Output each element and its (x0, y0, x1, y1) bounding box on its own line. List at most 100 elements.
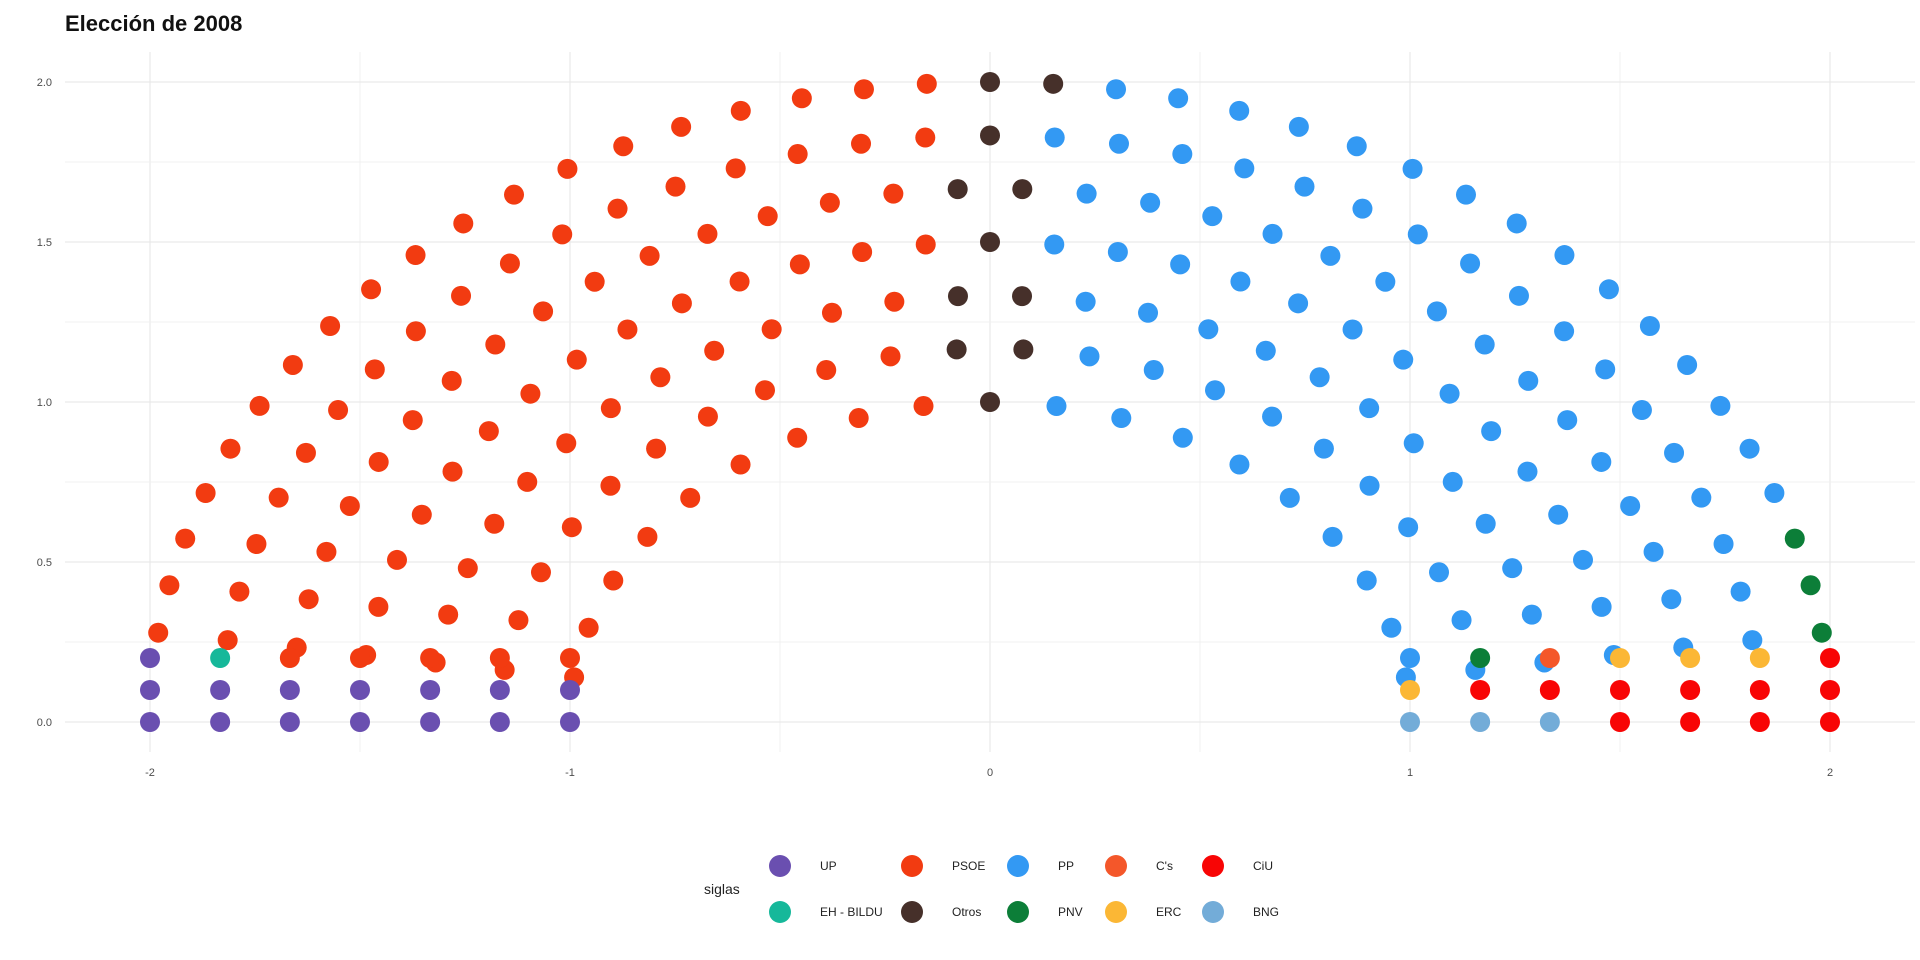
seat-dot (1677, 354, 1698, 375)
seat-dot (298, 589, 319, 610)
seat-dot (489, 712, 510, 732)
seat-dot (1764, 483, 1785, 504)
seat-dot (725, 158, 746, 179)
seat-dot (560, 712, 580, 732)
seat-dot (1407, 224, 1428, 245)
seat-dot (1288, 293, 1309, 314)
seat-dot (754, 380, 775, 401)
x-tick-label: 1 (1407, 767, 1413, 779)
seat-dot (1381, 617, 1402, 638)
seat-dot (1470, 712, 1491, 732)
seat-dot (704, 340, 725, 361)
seat-dot (1012, 286, 1033, 307)
seat-dot (556, 433, 577, 454)
seat-dot (1820, 712, 1840, 732)
seat-dot (1262, 223, 1283, 244)
seat-dot (730, 454, 751, 475)
seat-dot (1229, 100, 1250, 121)
seat-dot (1143, 360, 1164, 381)
seat-dot (368, 451, 389, 472)
seat-dot (1784, 528, 1805, 549)
seat-dot (1111, 408, 1132, 429)
seat-dot (1322, 526, 1343, 547)
x-tick-label: -1 (565, 767, 575, 779)
seat-dot (561, 517, 582, 538)
seat-dot (1631, 400, 1652, 421)
seat-dot (246, 533, 267, 554)
seat-dot (489, 680, 510, 700)
seat-dot (584, 271, 605, 292)
seat-dot (282, 354, 303, 375)
seat-dot (1400, 680, 1420, 700)
seat-dot (1554, 321, 1575, 342)
seat-dot (1352, 198, 1373, 219)
seat-dot (405, 245, 426, 266)
seat-dot (1398, 517, 1419, 538)
seat-dot (1075, 291, 1096, 312)
seat-dot (210, 680, 231, 700)
seat-dot (339, 495, 360, 516)
seat-dot (729, 271, 750, 292)
seat-dot (1820, 680, 1840, 700)
seat-dot (249, 395, 270, 416)
seat-dot (159, 575, 180, 596)
seat-dot (1557, 410, 1578, 431)
seat-dot (411, 504, 432, 525)
legend-key (1105, 855, 1127, 877)
seat-dot (1521, 604, 1542, 625)
seat-dot (789, 254, 810, 275)
seat-dot (1661, 589, 1682, 610)
seat-dot (980, 125, 1000, 146)
seat-dot (1643, 541, 1664, 562)
seat-dot (530, 562, 551, 583)
seat-dot (552, 224, 573, 245)
legend-key (1007, 901, 1029, 923)
seat-dot (1108, 133, 1129, 154)
seat-dot (787, 427, 808, 448)
seat-dot (884, 291, 905, 312)
seat-dot (1106, 79, 1127, 100)
seat-dot (697, 406, 718, 427)
seat-dot (1749, 680, 1770, 700)
y-tick-label: 2.0 (37, 77, 52, 89)
seat-dot (361, 279, 382, 300)
x-tick-label: 0 (987, 767, 993, 779)
seat-dot (852, 241, 873, 262)
legend-label: PNV (1058, 905, 1083, 919)
legend-key (901, 855, 923, 877)
seat-dot (405, 321, 426, 342)
seat-dot (665, 176, 686, 197)
seat-dot (1342, 319, 1363, 340)
seat-dot (279, 712, 300, 732)
seat-dot (637, 526, 658, 547)
seat-dot (442, 461, 463, 482)
seat-dot (819, 192, 840, 213)
seat-dot (650, 367, 671, 388)
y-tick-label: 0.0 (37, 717, 52, 729)
seat-dot (1591, 451, 1612, 472)
seat-dot (1573, 549, 1594, 570)
seat-dot (1400, 648, 1420, 668)
seat-dot (1749, 712, 1770, 732)
seat-dot (913, 396, 934, 417)
seat-dot (671, 116, 692, 137)
seat-dot (947, 286, 968, 307)
seat-dot (1460, 253, 1481, 274)
seat-dot (1356, 570, 1377, 591)
seat-dot (1742, 630, 1763, 651)
seat-dot (489, 648, 510, 668)
seat-dot (566, 349, 587, 370)
seat-dot (517, 471, 538, 492)
seat-dot (1820, 648, 1840, 668)
seat-dot (816, 360, 837, 381)
seat-dot (1168, 88, 1189, 109)
seat-dot (1012, 179, 1033, 200)
seat-dot (508, 610, 529, 631)
seat-dot (600, 398, 621, 419)
seat-dot (1288, 116, 1309, 137)
seat-dot (1548, 504, 1569, 525)
seat-dot (1439, 383, 1460, 404)
seat-dot (504, 184, 525, 205)
seat-dot (350, 712, 370, 732)
